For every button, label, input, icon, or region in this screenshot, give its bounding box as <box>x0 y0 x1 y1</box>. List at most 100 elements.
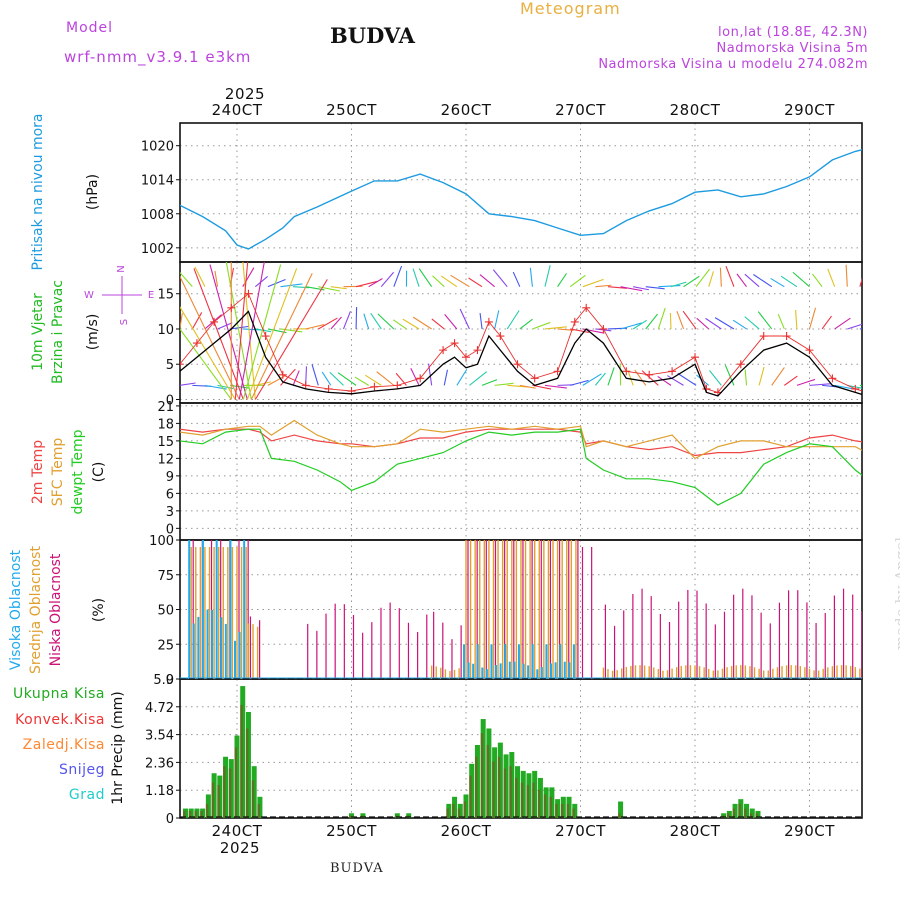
wind-arrow <box>708 271 714 287</box>
wind-arrow <box>683 275 700 288</box>
wind-arrow <box>180 328 232 400</box>
wind-arrow <box>753 274 773 288</box>
wind-arrow <box>267 375 285 386</box>
wind-arrow <box>450 274 470 288</box>
wind-arrow <box>214 270 219 287</box>
precip-legend-1: Konvek.Kisa <box>15 712 105 728</box>
y-tick-label: 3 <box>166 505 174 520</box>
gust-marker <box>462 353 470 362</box>
wind-arrow <box>714 317 735 330</box>
wind-arrow <box>432 275 445 288</box>
wind-arrow <box>744 369 748 386</box>
wind-arrow <box>479 313 483 330</box>
wind-arrow <box>632 319 647 330</box>
temp-label-dew: dewpt Temp <box>70 429 86 514</box>
wind-arrow <box>469 371 487 386</box>
precip-bar-conv <box>509 766 512 818</box>
wind-arrow <box>337 372 357 386</box>
gust-marker <box>782 332 791 341</box>
gust-marker <box>261 332 270 341</box>
wind-ylabel: (m/s) <box>85 314 101 351</box>
cloud-label-mid: Srednja Oblacnost <box>28 546 44 674</box>
wind-arrow <box>293 286 310 289</box>
y-tick-label: 0 <box>166 522 174 537</box>
y-tick-label: 75 <box>157 569 174 584</box>
wind-arrow <box>847 384 862 389</box>
wind-arrow <box>254 275 268 288</box>
wind-arrow <box>238 262 265 400</box>
wind-arrow <box>318 317 338 330</box>
pressure-title: Pritisak na nivou mora <box>30 113 46 270</box>
compass-n: N <box>116 265 127 272</box>
wind-arrow <box>330 316 342 330</box>
wind-arrow <box>795 309 798 330</box>
precip-bar-conv <box>486 744 489 818</box>
wind-arrow <box>658 284 681 288</box>
wind-arrow <box>180 313 183 330</box>
gust-marker <box>192 339 201 348</box>
wind-arrow <box>370 312 382 330</box>
wind-arrow <box>645 313 658 330</box>
wind-arrow <box>570 379 589 386</box>
wind-arrow <box>641 370 659 386</box>
gust-marker <box>851 384 860 393</box>
wind-arrow <box>607 367 615 386</box>
y-tick-label: 50 <box>157 604 174 619</box>
wind-arrow <box>709 370 722 386</box>
gust-marker <box>863 388 871 396</box>
temp-label-sfc: SFC Temp <box>50 438 66 507</box>
wind-arrow <box>494 382 514 386</box>
gust-marker <box>439 346 448 355</box>
precip-bar-conv <box>726 813 730 818</box>
precip-bar-conv <box>469 775 472 818</box>
precip-bar-conv <box>245 728 249 818</box>
gust-marker <box>244 289 253 298</box>
precip-bar-conv <box>492 761 495 818</box>
wind-arrow <box>544 326 567 330</box>
wind-title: 10m Vjetar <box>30 293 46 371</box>
wind-arrow <box>363 313 370 330</box>
y-tick-label: 5.9 <box>153 673 174 688</box>
wind-arrow <box>847 323 862 330</box>
wind-arrow <box>311 364 319 386</box>
x-tick-label-bottom: 260CT <box>441 822 492 840</box>
wind-arrow <box>834 384 854 390</box>
gust-marker <box>805 346 814 355</box>
wind-arrow <box>267 279 286 288</box>
wind-arrow <box>330 286 347 290</box>
wind-arrow <box>845 264 848 287</box>
wind-arrow <box>557 273 567 287</box>
wind-arrow <box>481 379 498 386</box>
wind-arrow <box>443 369 449 386</box>
wind-arrow <box>305 324 325 330</box>
wind-arrow <box>191 312 203 330</box>
y-tick-label: 100 <box>149 534 174 549</box>
footer-station: BUDVA <box>330 861 384 876</box>
wind-arrow <box>246 268 298 400</box>
x-tick-label-bottom: 270CT <box>555 822 606 840</box>
gust-line <box>180 292 862 393</box>
wind-arrow <box>280 283 303 288</box>
wind-arrow <box>569 274 586 288</box>
wind-arrow <box>412 268 420 287</box>
wind-arrow <box>620 286 643 292</box>
year-label-top: 2025 <box>225 85 265 103</box>
wind-arrow <box>544 265 551 287</box>
y-tick-label: 1014 <box>141 174 174 189</box>
wind-arrow <box>355 280 378 288</box>
wind-arrow <box>732 319 747 330</box>
wind-arrow <box>250 273 313 400</box>
wind-arrow <box>676 310 685 330</box>
precip-bar-conv <box>732 808 736 818</box>
wind-arrow <box>669 312 672 329</box>
gust-marker <box>227 303 236 312</box>
pressure-line <box>180 149 862 250</box>
wind-arrow <box>695 268 710 288</box>
y-tick-label: 25 <box>157 638 174 653</box>
wind-arrow <box>180 382 196 386</box>
wind-arrow <box>744 316 760 330</box>
wind-arrow <box>402 318 420 330</box>
wind-arrow <box>557 328 574 331</box>
x-tick-label-top: 290CT <box>784 101 835 119</box>
page-title: BUDVA <box>330 23 415 48</box>
